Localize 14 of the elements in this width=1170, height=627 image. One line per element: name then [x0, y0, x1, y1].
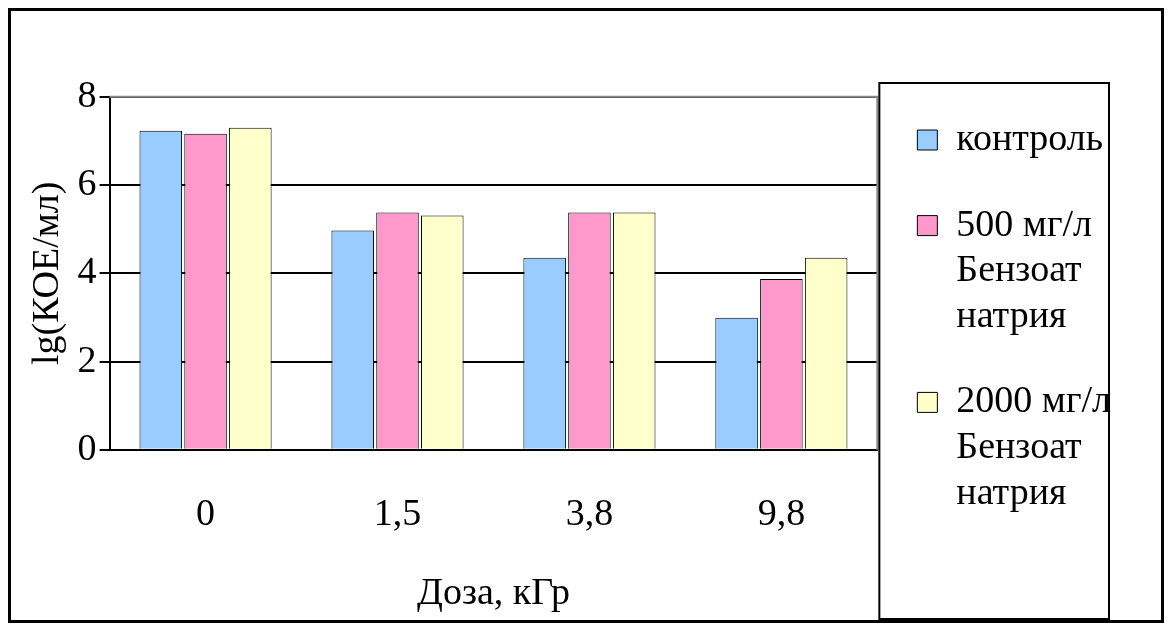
y-tick-label: 2 — [77, 337, 97, 380]
y-tick-label: 6 — [77, 161, 97, 204]
x-tick-label: 0 — [196, 490, 216, 533]
legend-label: 500 мг/л Бензоат натрия — [956, 201, 1093, 335]
x-tick-label: 3,8 — [565, 490, 614, 533]
legend-label: контроль — [956, 115, 1104, 158]
x-axis-title: Доза, кГр — [417, 570, 570, 613]
y-tick-label: 4 — [77, 249, 97, 292]
y-tick-label: 0 — [77, 425, 97, 468]
x-tick-label: 1,5 — [373, 490, 422, 533]
y-tick-label: 8 — [77, 72, 97, 115]
legend-label: 2000 мг/л Бензоат натрия — [956, 378, 1112, 512]
y-axis-title: lg(КОЕ/мл) — [23, 181, 67, 366]
x-tick-label: 9,8 — [757, 490, 806, 533]
